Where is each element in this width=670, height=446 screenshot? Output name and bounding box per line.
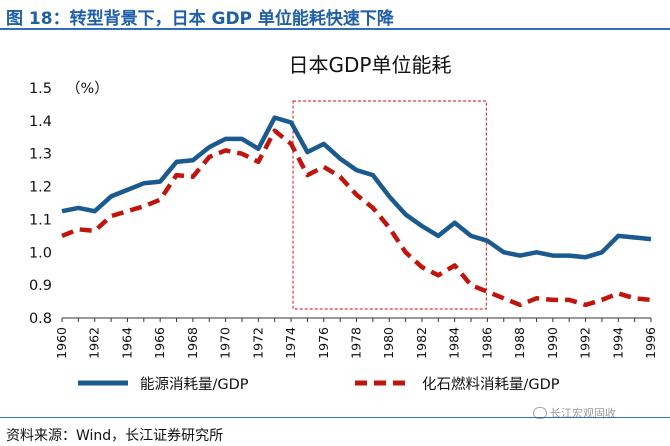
x-tick-label: 1964 [119, 327, 134, 359]
y-tick-label: 1.4 [29, 114, 52, 130]
unit-label: （%） [66, 80, 109, 97]
x-tick-label: 1968 [185, 327, 200, 359]
x-tick-label: 1988 [512, 327, 527, 359]
watermark: 长江宏观固收 [533, 405, 616, 421]
x-tick-label: 1986 [479, 327, 494, 359]
y-tick-label: 1.1 [29, 212, 52, 228]
y-tick-label: 1.5 [29, 81, 52, 97]
legend: 能源消耗量/GDP 化石燃料消耗量/GDP [78, 375, 560, 393]
x-tick-label: 1982 [414, 327, 429, 359]
chart-title: 日本GDP单位能耗 [289, 53, 452, 77]
x-tick-label: 1978 [349, 327, 364, 359]
x-tick-label: 1966 [152, 327, 167, 359]
y-tick-label: 0.8 [29, 311, 52, 327]
x-tick-label: 1960 [54, 327, 69, 359]
x-tick-label: 1972 [250, 327, 265, 359]
figure-title: 图 18：转型背景下，日本 GDP 单位能耗快速下降 [6, 9, 394, 29]
y-tick-label: 1.0 [29, 245, 52, 261]
legend-label-fossil: 化石燃料消耗量/GDP [422, 375, 560, 393]
x-tick-label: 1990 [545, 327, 560, 359]
x-tick-label: 1994 [610, 327, 625, 359]
series-line-energy [61, 115, 652, 260]
legend-label-energy: 能源消耗量/GDP [140, 376, 249, 393]
x-tick-label: 1970 [218, 327, 233, 359]
y-tick-label: 0.9 [29, 278, 52, 294]
x-tick-label: 1992 [578, 327, 593, 359]
x-tick-label: 1974 [283, 327, 298, 359]
source-note: 资料来源：Wind，长江证券研究所 [6, 428, 224, 444]
x-tick-label: 1976 [316, 327, 331, 359]
title-rule [0, 28, 670, 30]
x-tick-label: 1980 [381, 327, 396, 359]
x-tick-label: 1962 [87, 327, 102, 359]
watermark-text: 长江宏观固收 [550, 407, 616, 420]
y-tick-label: 1.2 [29, 180, 52, 196]
axes-layer: 0.8 0.9 1.0 1.1 1.2 1.3 1.4 1.5 1960 1962 1964 1966… [29, 81, 658, 359]
wechat-icon [533, 407, 547, 419]
series-line-fossil [61, 128, 652, 308]
y-tick-label: 1.3 [29, 147, 52, 163]
x-tick-label: 1996 [643, 327, 658, 359]
series-layer [61, 100, 652, 310]
x-tick-label: 1984 [447, 327, 462, 359]
bottom-rule [0, 417, 670, 418]
highlight-box [292, 100, 487, 310]
